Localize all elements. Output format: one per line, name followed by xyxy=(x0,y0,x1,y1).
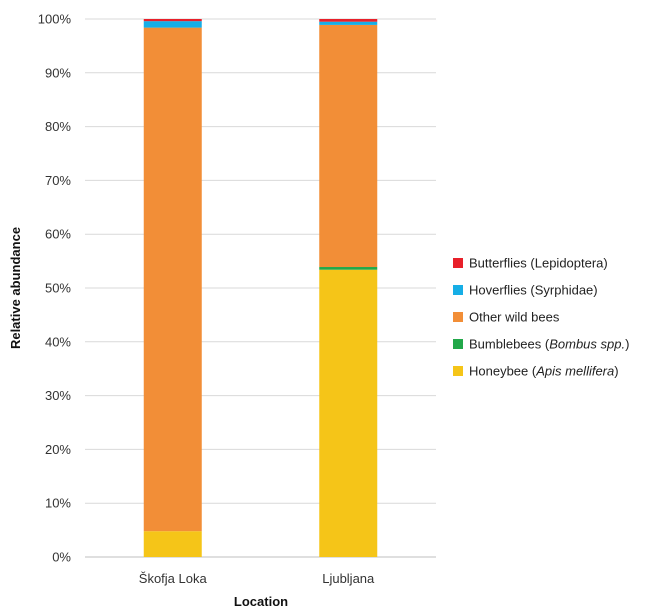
legend-part: Bumblebees ( xyxy=(469,337,550,352)
legend: Butterflies (Lepidoptera) Hoverflies (Syr… xyxy=(453,256,629,379)
legend-item-label: Honeybee (Apis mellifera) xyxy=(469,364,619,379)
bar-segment xyxy=(319,267,378,270)
y-tick-label: 50% xyxy=(45,281,71,296)
y-tick-label: 70% xyxy=(45,173,71,188)
y-tick-label: 20% xyxy=(45,442,71,457)
legend-item-label: Butterflies (Lepidoptera) xyxy=(469,256,608,271)
y-axis-title: Relative abundance xyxy=(8,227,23,349)
x-axis-title: Location xyxy=(234,594,288,609)
bar-segment xyxy=(319,24,378,268)
bar-segment xyxy=(143,19,202,22)
legend-swatch xyxy=(453,258,463,268)
legend-swatch xyxy=(453,285,463,295)
legend-italic-part: Apis mellifera xyxy=(535,364,614,379)
bar-segment xyxy=(143,21,202,28)
legend-item-label: Other wild bees xyxy=(469,310,560,325)
x-tick-label: Škofja Loka xyxy=(139,571,208,586)
y-tick-label: 10% xyxy=(45,496,71,511)
bar-segment xyxy=(319,21,378,25)
gridlines xyxy=(85,18,436,558)
bars xyxy=(143,19,378,557)
bar-segment xyxy=(143,531,202,557)
bar-segment xyxy=(143,27,202,532)
legend-part: Butterflies (Lepidoptera) xyxy=(469,256,608,271)
x-axis-ticks: Škofja Loka Ljubljana xyxy=(139,571,375,586)
legend-item-label: Bumblebees (Bombus spp.) xyxy=(469,337,629,352)
legend-part: Other wild bees xyxy=(469,310,560,325)
legend-part: ) xyxy=(625,337,629,352)
y-tick-label: 0% xyxy=(52,550,71,565)
legend-part: Hoverflies (Syrphidae) xyxy=(469,283,598,298)
y-tick-label: 60% xyxy=(45,227,71,242)
y-tick-label: 100% xyxy=(38,12,72,27)
legend-swatch xyxy=(453,339,463,349)
legend-swatch xyxy=(453,366,463,376)
y-tick-label: 40% xyxy=(45,334,71,349)
x-tick-label: Ljubljana xyxy=(322,571,375,586)
y-axis-ticks: 0% 10% 20% 30% 40% 50% 60% 70% 80% 90% 100% xyxy=(38,12,72,565)
y-tick-label: 30% xyxy=(45,388,71,403)
y-tick-label: 80% xyxy=(45,119,71,134)
legend-part: Honeybee ( xyxy=(469,364,537,379)
bar-segment xyxy=(319,269,378,557)
legend-item-label: Hoverflies (Syrphidae) xyxy=(469,283,598,298)
y-tick-label: 90% xyxy=(45,65,71,80)
bar-segment xyxy=(319,19,378,22)
legend-italic-part: Bombus spp. xyxy=(549,337,625,352)
legend-swatch xyxy=(453,312,463,322)
legend-part: ) xyxy=(614,364,618,379)
